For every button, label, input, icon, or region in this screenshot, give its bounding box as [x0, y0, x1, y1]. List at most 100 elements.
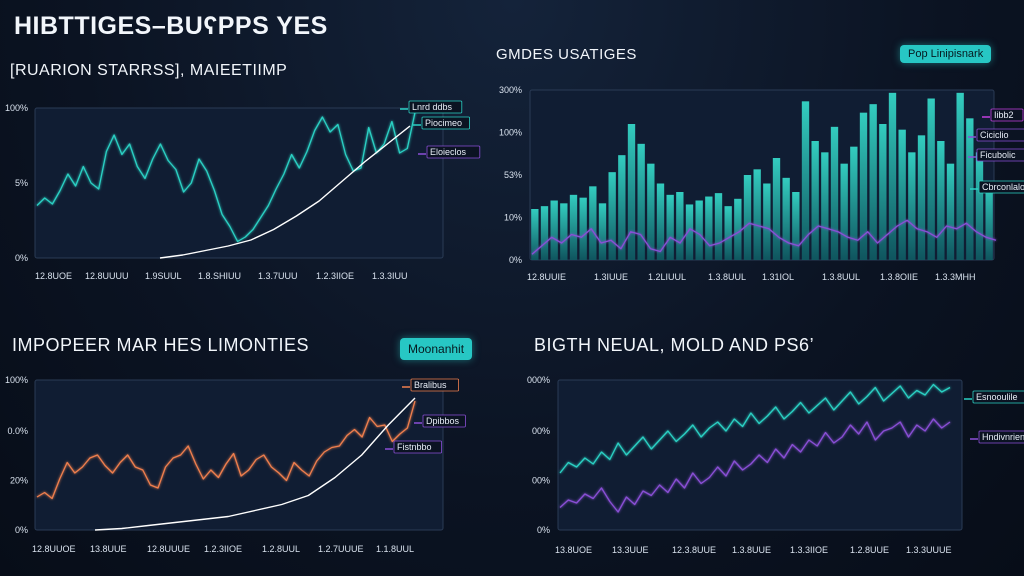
y-tick-label: 100% [5, 375, 28, 385]
legend-label: Piocimeo [425, 118, 462, 128]
bar [782, 177, 790, 260]
x-tick-label: 1.3.3UUUE [906, 545, 952, 555]
legend-label: Ficubolic [980, 150, 1016, 160]
x-tick-label: 1.31IOL [762, 272, 794, 282]
legend-label: Esnooulile [976, 392, 1018, 402]
y-tick-label: 10% [504, 213, 522, 223]
legend-box [410, 378, 459, 392]
series-line-teal [559, 383, 951, 474]
x-tick-label: 1.2.3IIOE [316, 271, 354, 281]
chart-2: 0% 10% 53% 100% 300% 12.8UUIE 1.3IUUE 1.2LIUUL 1… [499, 85, 1024, 282]
y-tick-label: 20% [10, 476, 28, 486]
x-tick-label: 1.3.3MHH [935, 272, 976, 282]
x-tick-label: 12.8UUUU [85, 271, 129, 281]
legend-box [393, 440, 442, 454]
bar [743, 175, 752, 260]
bar [763, 183, 771, 260]
y-tick-label: 000% [527, 375, 550, 385]
bar [966, 118, 974, 260]
bar [830, 126, 839, 260]
chart-4: 0% 00% 00% 000% 13.8UOE 13.3UUE 12.3.8UUE 1.3.8… [527, 375, 1024, 555]
x-tick-label: 1.3.8UUL [708, 272, 746, 282]
bar [550, 200, 558, 260]
plot-area [34, 107, 444, 259]
bar [888, 92, 897, 260]
x-tick-label: 1.3.3IIOE [790, 545, 828, 555]
legend-box [421, 116, 470, 130]
x-tick-label: 1.3IUUE [594, 272, 628, 282]
x-tick-label: 12.3.8UUE [672, 545, 716, 555]
legend-box [976, 148, 1024, 162]
bar [656, 183, 665, 260]
bar [647, 163, 655, 260]
bar [560, 203, 568, 260]
chart-3: 0% 20% 0.0% 100% 12.8UUOE 13.8UUE 12.8UUUE 1.2.… [5, 375, 466, 554]
bar [937, 141, 945, 260]
legend-label: Ciciclio [980, 130, 1009, 140]
y-tick-label: 0% [509, 255, 522, 265]
y-tick-label: 53% [504, 170, 522, 180]
legend-box [426, 145, 481, 159]
bar [801, 101, 810, 260]
bar [589, 186, 597, 260]
legend-label: Fistnbbo [397, 442, 432, 452]
bar [840, 163, 848, 260]
bar [714, 193, 723, 260]
x-tick-label: 12.8UUIE [527, 272, 566, 282]
x-tick-label: 12.8UUUE [147, 544, 190, 554]
y-tick-label: 100% [499, 128, 522, 138]
x-tick-label: 13.3UUE [612, 545, 649, 555]
legend-label: Hndivnrieno [982, 432, 1024, 442]
bar [695, 200, 703, 260]
bar [637, 143, 645, 260]
legend-label: Eloieclos [430, 147, 467, 157]
y-tick-label: 00% [532, 426, 550, 436]
x-tick-label: 1.3.8OIIE [880, 272, 918, 282]
bar [879, 124, 887, 260]
x-tick-label: 1.3.3IUU [372, 271, 408, 281]
legend-box [990, 108, 1024, 122]
bar [579, 197, 587, 260]
bar [608, 172, 616, 260]
bar [898, 129, 906, 260]
bar [598, 203, 607, 260]
bar [946, 163, 955, 260]
x-tick-label: 1.2.8UUL [262, 544, 300, 554]
chart4-title: BIGTH NEUAL, MOLD AND PS6’ [534, 335, 815, 355]
x-tick-label: 13.8UOE [555, 545, 592, 555]
legend-label: Cbrconlalos [982, 182, 1024, 192]
chart3-filter-pill[interactable]: Moonanhit [400, 338, 473, 360]
bar [772, 158, 781, 260]
legend-box [972, 390, 1024, 404]
bar [927, 98, 935, 260]
y-tick-label: 0.0% [7, 426, 28, 436]
legend-box [976, 128, 1024, 142]
legend-box [978, 180, 1024, 194]
legend-box [408, 100, 463, 114]
series-line-teal [36, 112, 416, 243]
bar [859, 112, 868, 261]
legend-label: Bralibus [414, 380, 447, 390]
plot-area [34, 379, 444, 531]
x-tick-label: 12.8UOE [35, 271, 72, 281]
bar [540, 206, 549, 260]
x-tick-label: 1.2.3IIOE [204, 544, 242, 554]
main-title: HIBTTIGES–BUʕPPS YES [14, 12, 328, 40]
bar [850, 146, 858, 260]
legend-label: Dpibbos [426, 416, 460, 426]
bar [705, 196, 713, 260]
bar [627, 124, 636, 260]
x-tick-label: 1.3.8UUL [822, 272, 860, 282]
bar [676, 192, 684, 260]
chart1-title: [RUARION STARRSS], MAIEETIIMP [10, 62, 288, 79]
bar [975, 152, 984, 260]
chart2-filter-pill[interactable]: Pop Linipisnark [900, 45, 992, 63]
chart-1: 0% 5% 100% 12.8UOE 12.8UUUU 1.9SUUL 1.8.SHIUU 1… [5, 100, 481, 281]
bar [869, 104, 877, 261]
chart2-title: GMDES USATIGES [496, 46, 637, 63]
x-tick-label: 1.1.8UUL [376, 544, 414, 554]
bar [908, 152, 916, 260]
x-tick-label: 1.2.7UUUE [318, 544, 364, 554]
bar [724, 206, 732, 260]
x-tick-label: 1.3.7UUU [258, 271, 298, 281]
